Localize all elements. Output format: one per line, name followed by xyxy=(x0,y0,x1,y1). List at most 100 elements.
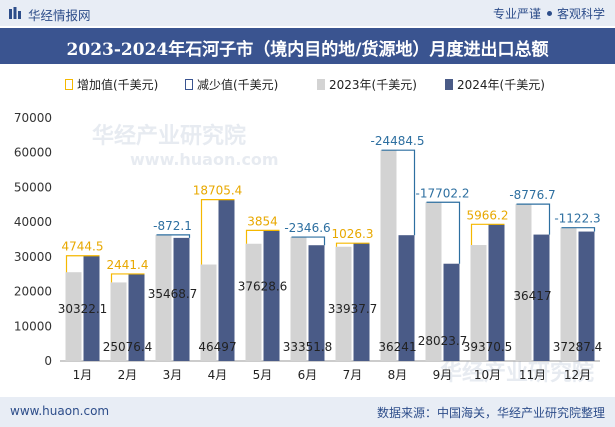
legend-decrease-swatch xyxy=(185,79,193,90)
legend-2024-label: 2024年(千美元) xyxy=(457,78,545,92)
x-tick-label: 5月 xyxy=(253,368,273,382)
change-label: -17702.2 xyxy=(416,186,470,200)
legend-increase: 增加值(千美元) xyxy=(65,76,158,93)
bar-2023 xyxy=(515,204,532,361)
x-tick-label: 9月 xyxy=(433,368,453,382)
bar-2023 xyxy=(470,245,487,361)
decrease-bracket xyxy=(291,236,326,246)
bar-2023 xyxy=(245,243,262,361)
value-label-2024: 36417 xyxy=(513,289,551,303)
value-label-2024: 30322.1 xyxy=(58,302,108,316)
decrease-bracket xyxy=(561,227,596,232)
legend-increase-label: 增加值(千美元) xyxy=(77,78,159,92)
bar-2023 xyxy=(380,150,397,361)
value-label-2024: 35468.7 xyxy=(148,287,198,301)
decrease-bracket xyxy=(381,149,416,236)
x-tick-label: 2月 xyxy=(118,368,138,382)
x-tick-label: 7月 xyxy=(343,368,363,382)
x-tick-label: 1月 xyxy=(73,368,93,382)
bar-chart: 0 10000 20000 30000 40000 50000 60000 70000 4744… xyxy=(14,111,603,382)
increase-bracket xyxy=(245,229,280,244)
decrease-bracket xyxy=(516,203,551,235)
footer-source: 数据来源：中国海关，华经产业研究院整理 xyxy=(376,406,605,420)
bar-2024 xyxy=(83,255,100,361)
value-label-2024: 33351.8 xyxy=(283,340,333,354)
bar-2023 xyxy=(200,264,217,361)
change-label: -24484.5 xyxy=(371,134,425,148)
x-tick-label: 4月 xyxy=(208,368,228,382)
decrease-bracket xyxy=(156,234,191,238)
bar-2024 xyxy=(353,243,370,361)
increase-bracket xyxy=(110,273,145,283)
slogan-right: 客观科学 xyxy=(556,7,605,21)
change-label: 3854 xyxy=(247,214,278,228)
dot-icon xyxy=(546,11,552,16)
decrease-bracket xyxy=(426,201,461,264)
legend-2024-swatch xyxy=(445,79,453,90)
change-label: 4744.5 xyxy=(62,240,104,254)
y-tick-label: 60000 xyxy=(14,146,52,160)
value-label-2024: 33937.7 xyxy=(328,302,378,316)
x-tick-label: 10月 xyxy=(474,368,501,382)
value-label-2024: 36241 xyxy=(378,340,416,354)
y-tick-label: 20000 xyxy=(14,285,52,299)
logo-icon xyxy=(9,7,21,19)
bar-2024 xyxy=(488,224,505,361)
x-tick-label: 12月 xyxy=(564,368,591,382)
bar-2024 xyxy=(578,231,595,361)
change-label: -872.1 xyxy=(153,219,192,233)
bar-2024 xyxy=(173,237,190,361)
brand-name: 华经情报网 xyxy=(28,8,91,23)
legend-2023-label: 2023年(千美元) xyxy=(329,78,417,92)
legend-2023: 2023年(千美元) xyxy=(317,76,417,93)
y-tick-label: 50000 xyxy=(14,180,52,194)
bar-2024 xyxy=(308,245,325,361)
y-tick-label: 70000 xyxy=(14,111,52,125)
footer: www.huaon.com 数据来源：中国海关，华经产业研究院整理 xyxy=(0,397,615,427)
bar-2023 xyxy=(110,282,127,361)
bar-2024 xyxy=(398,235,415,361)
bar-2024 xyxy=(533,234,550,361)
title-bar: 2023-2024年石河子市（境内目的地/货源地）月度进出口总额 xyxy=(0,28,615,64)
value-label-2024: 28023.7 xyxy=(418,334,468,348)
change-label: -2346.6 xyxy=(284,221,330,235)
legend-decrease: 减少值(千美元) xyxy=(185,76,278,93)
slogan-left: 专业严谨 xyxy=(492,7,541,21)
increase-bracket xyxy=(65,255,100,273)
x-tick-label: 11月 xyxy=(519,368,546,382)
x-tick-label: 8月 xyxy=(388,368,408,382)
value-label-2024: 37628.6 xyxy=(238,279,288,293)
x-tick-label: 3月 xyxy=(163,368,183,382)
change-label: -1122.3 xyxy=(554,212,600,226)
y-tick-label: 30000 xyxy=(14,250,52,264)
legend-2024: 2024年(千美元) xyxy=(445,76,545,93)
top-bar: 华经情报网 专业严谨 客观科学 xyxy=(0,0,615,26)
change-label: 1026.3 xyxy=(332,227,374,241)
change-label: 5966.2 xyxy=(467,208,509,222)
watermark-2: www.huaon.com xyxy=(130,150,279,169)
value-label-2024: 37287.4 xyxy=(553,340,603,354)
change-label: -8776.7 xyxy=(509,188,555,202)
footer-site: www.huaon.com xyxy=(10,404,110,418)
change-label: 18705.4 xyxy=(193,184,243,198)
x-tick-label: 6月 xyxy=(298,368,318,382)
slogan: 专业严谨 客观科学 xyxy=(493,5,605,22)
bar-2023 xyxy=(425,202,442,361)
y-tick-label: 10000 xyxy=(14,319,52,333)
value-label-2024: 39370.5 xyxy=(463,340,513,354)
legend-decrease-label: 减少值(千美元) xyxy=(197,78,279,92)
bar-2024 xyxy=(263,230,280,361)
value-label-2024: 46497 xyxy=(198,340,236,354)
bar-2024 xyxy=(443,263,460,361)
change-label: 2441.4 xyxy=(107,258,149,272)
bar-2023 xyxy=(335,246,352,361)
bar-2023 xyxy=(560,227,577,361)
value-label-2024: 25076.4 xyxy=(103,340,153,354)
y-tick-label: 40000 xyxy=(14,215,52,229)
bar-2023 xyxy=(65,272,82,361)
increase-bracket xyxy=(335,242,370,247)
legend-increase-swatch xyxy=(65,79,73,90)
chart-title: 2023-2024年石河子市（境内目的地/货源地）月度进出口总额 xyxy=(66,40,549,60)
bar-2023 xyxy=(155,234,172,361)
